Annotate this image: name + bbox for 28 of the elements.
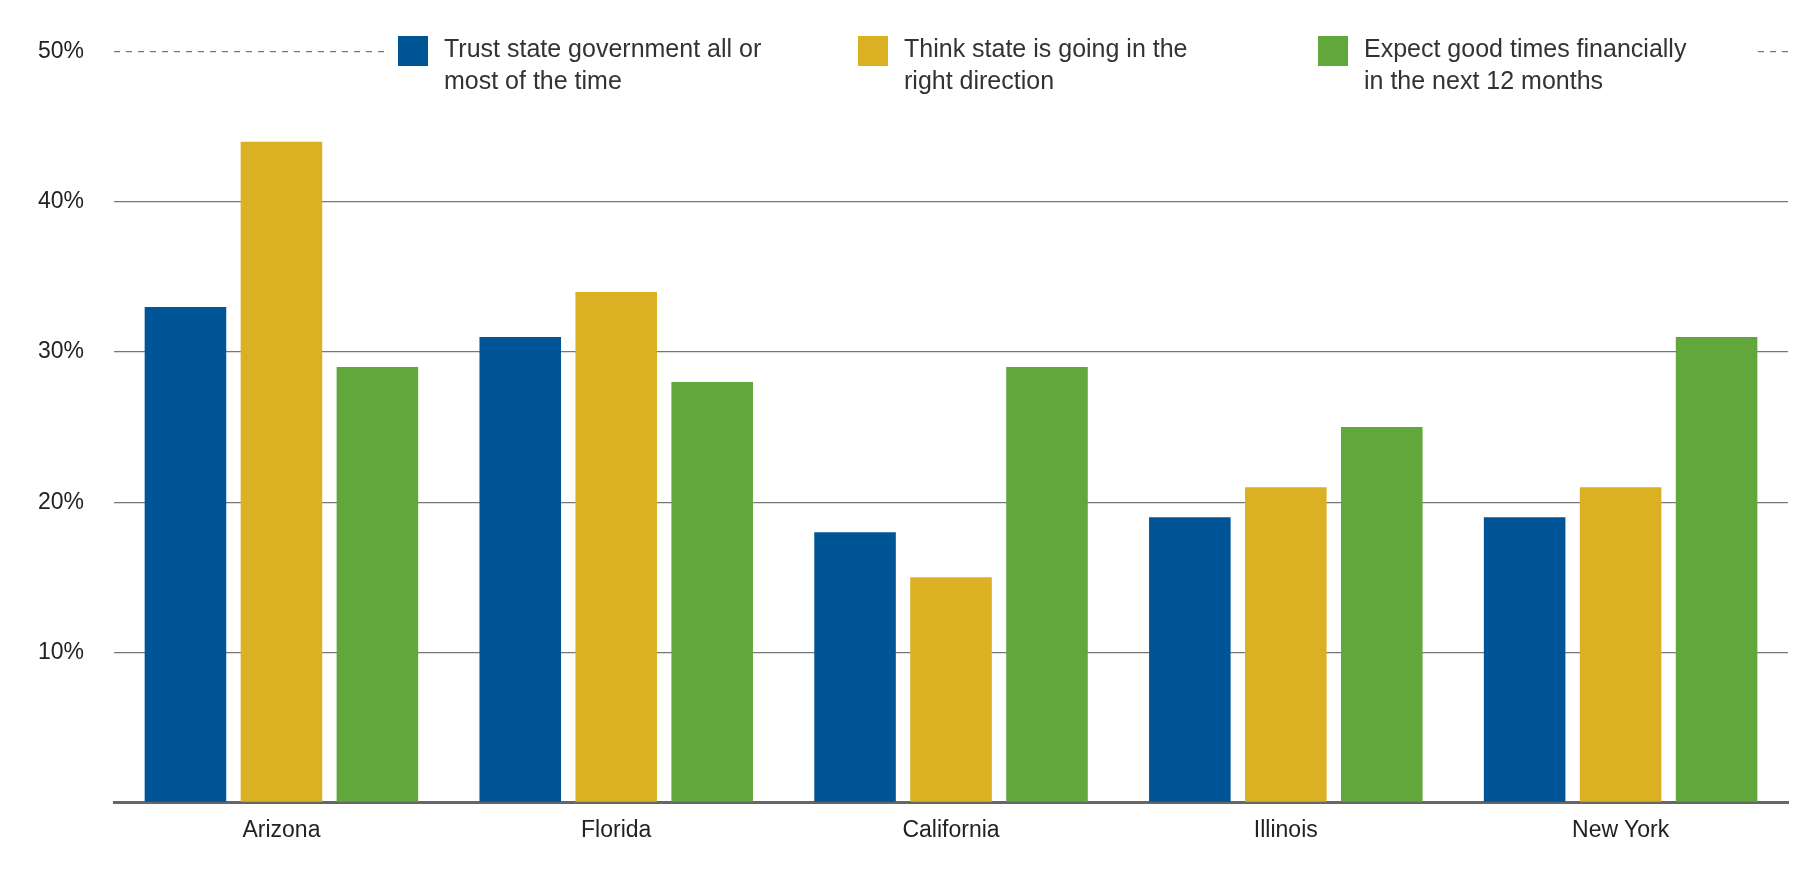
- legend-label: Trust state government all or most of the time: [444, 33, 763, 96]
- y-tick-label: 30%: [37, 337, 85, 364]
- bar: [671, 382, 753, 802]
- legend-label: Think state is going in the right direction: [904, 33, 1189, 96]
- bar: [144, 307, 227, 802]
- bar: [479, 337, 562, 802]
- bar: [910, 577, 992, 802]
- bar: [1579, 487, 1662, 802]
- y-tick-label: 20%: [37, 487, 85, 514]
- bar: [575, 291, 658, 802]
- bar: [1006, 367, 1088, 802]
- y-tick-label: 40%: [37, 187, 85, 214]
- legend-label: Expect good times financially in the next 12 months: [1364, 33, 1688, 96]
- bar: [1341, 427, 1423, 802]
- x-tick-label: Arizona: [242, 815, 321, 842]
- x-tick-label: Florida: [581, 815, 652, 842]
- bar: [1483, 517, 1566, 802]
- y-tick-label: 50%: [37, 37, 85, 64]
- x-tick-label: California: [902, 815, 1000, 842]
- bar: [240, 141, 323, 802]
- bar: [814, 532, 896, 802]
- x-tick-label: Illinois: [1253, 815, 1318, 842]
- x-tick-label: New York: [1572, 815, 1670, 842]
- bar: [336, 367, 419, 802]
- bar: [1675, 337, 1758, 802]
- bar: [1245, 487, 1327, 802]
- y-tick-label: 10%: [37, 637, 85, 664]
- bar: [1149, 517, 1231, 802]
